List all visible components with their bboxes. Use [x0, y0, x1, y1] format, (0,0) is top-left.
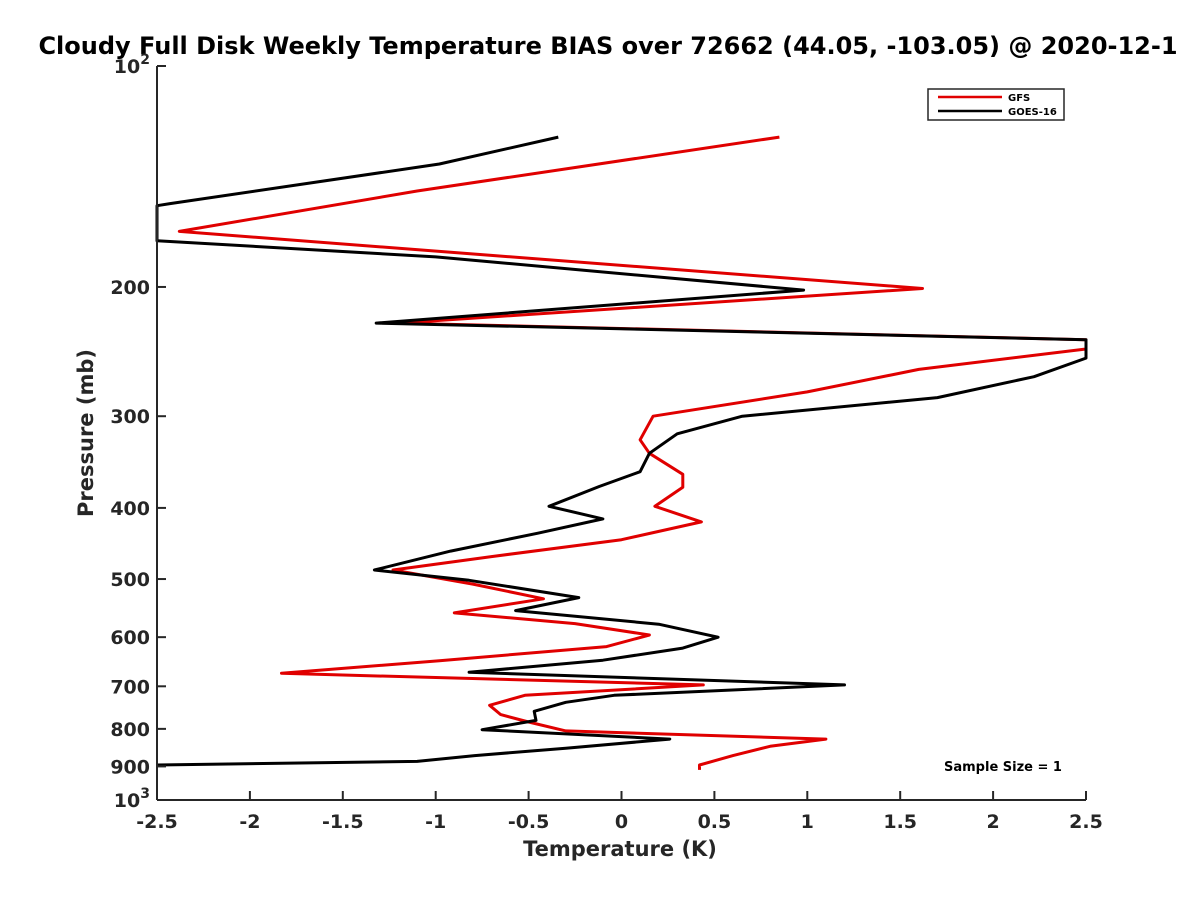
x-tick-label: -2.5 — [136, 811, 178, 833]
x-axis-label: Temperature (K) — [523, 837, 717, 861]
x-tick-label: -0.5 — [508, 811, 550, 833]
x-tick-label: 1.5 — [883, 811, 917, 833]
x-tick-label: -1.5 — [322, 811, 364, 833]
y-tick-label: 400 — [110, 498, 150, 520]
series-line-goes16 — [155, 135, 1088, 767]
x-tick-label: 2 — [986, 811, 999, 833]
y-axis-label: Pressure (mb) — [74, 349, 98, 517]
x-tick-label: -1 — [425, 811, 446, 833]
x-tick-label: 1 — [801, 811, 814, 833]
sample-size-annotation: Sample Size = 1 — [944, 760, 1062, 775]
y-tick-label: 102 — [114, 52, 150, 78]
series-layer — [155, 135, 1088, 770]
y-tick-label: 800 — [110, 719, 150, 741]
y-tick-label: 300 — [110, 406, 150, 428]
y-ticks: 102 200 300 400 500 600 700 800 900 103 — [110, 52, 166, 812]
chart-title: Cloudy Full Disk Weekly Temperature BIAS… — [38, 32, 1177, 60]
y-tick-label: 700 — [110, 676, 150, 698]
x-tick-label: 0.5 — [698, 811, 732, 833]
y-tick-label: 200 — [110, 277, 150, 299]
x-tick-label: -2 — [239, 811, 260, 833]
legend-box — [927, 88, 1065, 121]
legend-label-goes16: GOES-16 — [1008, 107, 1057, 118]
y-tick-label: 103 — [114, 786, 150, 812]
series-line-gfs — [177, 135, 1088, 770]
y-tick-label: 600 — [110, 627, 150, 649]
y-tick-label: 500 — [110, 569, 150, 591]
x-tick-label: 0 — [615, 811, 628, 833]
x-ticks: -2.5 -2 -1.5 -1 -0.5 0 0.5 1 1.5 2 2.5 — [136, 791, 1103, 833]
y-tick-label: 900 — [110, 756, 150, 778]
legend: GFS GOES-16 — [927, 88, 1065, 121]
plot-area: -2.5 -2 -1.5 -1 -0.5 0 0.5 1 1.5 2 2.5 102 200 300 40… — [110, 52, 1103, 833]
x-tick-label: 2.5 — [1069, 811, 1103, 833]
legend-label-gfs: GFS — [1008, 93, 1030, 104]
